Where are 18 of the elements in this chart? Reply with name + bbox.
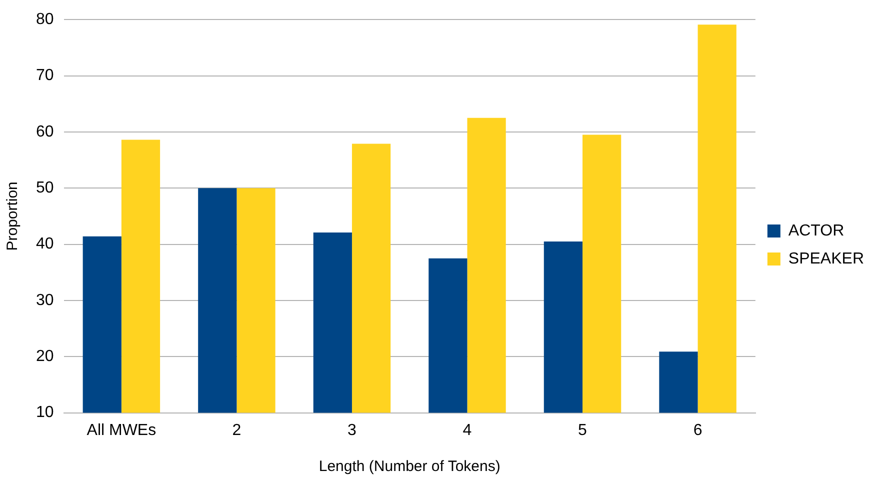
x-tick-label: 4 [462,422,472,439]
y-tick-label: 10 [36,404,54,422]
y-tick-label: 20 [36,348,54,366]
y-tick-label: 60 [36,123,54,140]
y-tick-label: 40 [36,236,54,253]
x-axis-title: Length (Number of Tokens) [318,458,500,476]
x-tick-label: 6 [693,422,702,439]
legend-label: ACTOR [788,222,844,240]
y-tick-label: 80 [36,11,54,28]
y-axis-title: Proportion [4,182,22,251]
x-tick-label: All MWEs [86,422,156,439]
y-tick-label: 30 [36,292,54,309]
x-tick-label: 3 [348,422,357,439]
x-tick-label: 5 [578,422,588,439]
legend-label: SPEAKER [788,250,864,268]
y-tick-label: 50 [36,180,54,197]
y-tick-label: 70 [36,67,54,84]
x-tick-label: 2 [232,422,242,439]
